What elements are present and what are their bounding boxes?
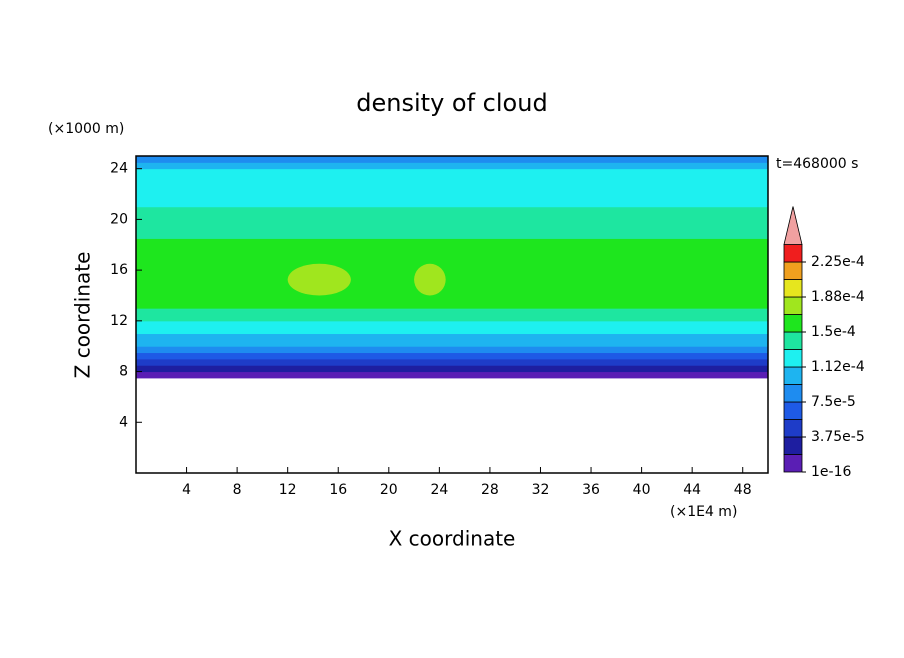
colorbar-label: 1e-16 [811, 464, 851, 480]
colorbar-label: 1.5e-4 [811, 324, 856, 340]
contour-band [136, 346, 768, 354]
x-tick-label: 8 [233, 482, 242, 498]
x-tick-label: 16 [329, 482, 347, 498]
y-tick-label: 8 [119, 364, 128, 380]
plot-frame [135, 155, 769, 474]
y-tick-label: 20 [110, 211, 128, 227]
colorbar-box [783, 436, 803, 455]
contour-band [136, 168, 768, 208]
x-tick-label: 32 [532, 482, 550, 498]
colorbar-box [783, 384, 803, 403]
y-unit: (×1000 m) [48, 121, 124, 137]
colorbar-box [783, 401, 803, 420]
colorbar-box [783, 366, 803, 385]
colorbar-label: 1.12e-4 [811, 359, 865, 375]
colorbar-label: 1.88e-4 [811, 289, 865, 305]
x-tick-label: 40 [633, 482, 651, 498]
contour-band [136, 162, 768, 170]
contour-band [136, 308, 768, 322]
contour-band [136, 320, 768, 335]
x-tick-label: 4 [182, 482, 191, 498]
x-tick-label: 12 [279, 482, 297, 498]
contour-band [136, 333, 768, 347]
x-tick-label: 20 [380, 482, 398, 498]
x-tick-label: 36 [582, 482, 600, 498]
contour-band [136, 371, 768, 379]
x-tick-label: 44 [683, 482, 701, 498]
x-axis-label: X coordinate [389, 527, 516, 551]
contour-patch [414, 263, 446, 296]
colorbar-box [783, 349, 803, 368]
contour-band [136, 156, 768, 163]
contour-band [136, 352, 768, 360]
colorbar-label: 7.5e-5 [811, 394, 856, 410]
contour-band [136, 358, 768, 366]
colorbar-box [783, 454, 803, 473]
colorbar-box [783, 296, 803, 315]
x-tick-label: 24 [430, 482, 448, 498]
colorbar-triangle [783, 206, 803, 245]
contour-band [136, 238, 768, 309]
colorbar-box [783, 279, 803, 298]
y-axis-label: Z coordinate [71, 252, 95, 379]
y-tick-label: 12 [110, 313, 128, 329]
colorbar-box [783, 314, 803, 333]
contour-patch [287, 263, 351, 296]
colorbar-box [783, 244, 803, 263]
x-unit: (×1E4 m) [670, 504, 737, 520]
colorbar-box [783, 419, 803, 438]
contour-band [136, 365, 768, 373]
time-label: t=468000 s [776, 156, 858, 172]
chart-title: density of cloud [356, 89, 547, 117]
y-tick-label: 16 [110, 262, 128, 278]
y-tick-label: 24 [110, 161, 128, 177]
x-tick-label: 48 [734, 482, 752, 498]
colorbar-box [783, 331, 803, 350]
colorbar-label: 3.75e-5 [811, 429, 865, 445]
contour-band [136, 206, 768, 239]
colorbar-label: 2.25e-4 [811, 254, 865, 270]
colorbar-box [783, 261, 803, 280]
x-tick-label: 28 [481, 482, 499, 498]
y-tick-label: 4 [119, 414, 128, 430]
